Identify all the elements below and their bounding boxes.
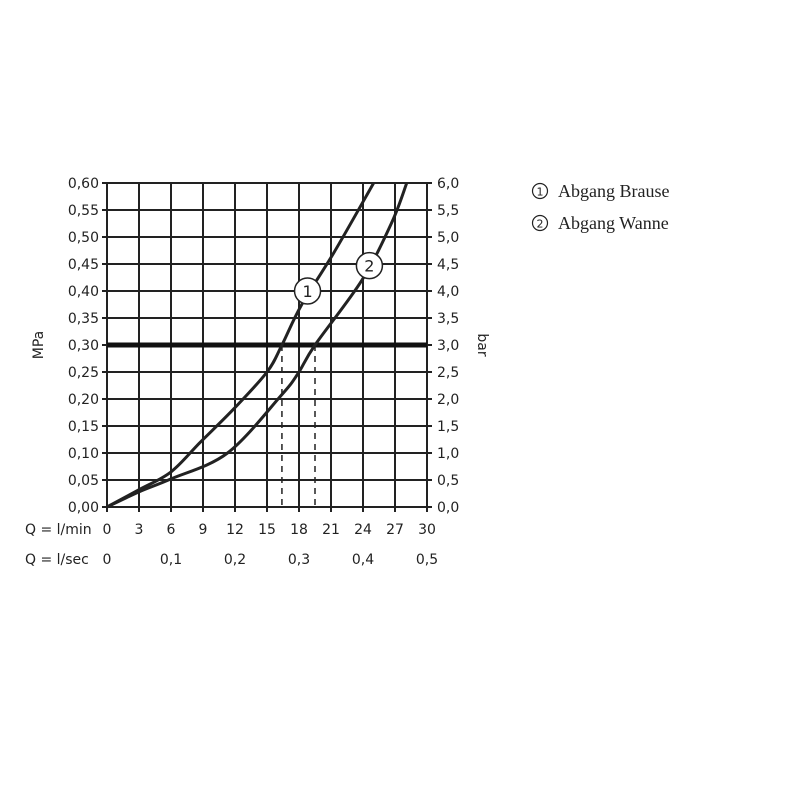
x-tick-label: 27 <box>386 522 404 538</box>
y-tick-label-secondary: 0,0 <box>437 500 459 516</box>
x-tick-label: 6 <box>167 522 176 538</box>
x-axis-label-secondary: Q = l/sec <box>25 552 89 568</box>
x-tick-label: 9 <box>199 522 208 538</box>
legend-marker-circle <box>531 182 549 200</box>
y-tick-label: 0,60 <box>68 176 99 192</box>
x-tick-label: 30 <box>418 522 436 538</box>
y-tick-label-secondary: 5,5 <box>437 203 459 219</box>
y-tick-label: 0,45 <box>68 257 99 273</box>
x-tick-label: 12 <box>226 522 244 538</box>
y-tick-label-secondary: 2,5 <box>437 365 459 381</box>
y-tick-label: 0,55 <box>68 203 99 219</box>
y-tick-label: 0,50 <box>68 230 99 246</box>
x-tick-label-secondary: 0,3 <box>288 552 310 568</box>
y-tick-label: 0,15 <box>68 419 99 435</box>
y-tick-label-secondary: 3,0 <box>437 338 459 354</box>
y-tick-label: 0,30 <box>68 338 99 354</box>
x-tick-label: 21 <box>322 522 340 538</box>
y-tick-label: 0,35 <box>68 311 99 327</box>
x-tick-label-secondary: 0,2 <box>224 552 246 568</box>
legend-marker: 1 <box>537 186 544 199</box>
legend-marker: 2 <box>537 218 544 231</box>
legend-entry: Abgang Wanne <box>558 213 669 233</box>
y-tick-label: 0,20 <box>68 392 99 408</box>
y-tick-label-secondary: 4,5 <box>437 257 459 273</box>
x-tick-label: 0 <box>103 522 112 538</box>
x-tick-label: 3 <box>135 522 144 538</box>
series-marker-label: 1 <box>302 282 312 301</box>
y-tick-label: 0,40 <box>68 284 99 300</box>
y-axis-label: MPa <box>31 331 47 359</box>
x-tick-label-secondary: 0,1 <box>160 552 182 568</box>
y-tick-label: 0,05 <box>68 473 99 489</box>
x-tick-label-secondary: 0 <box>103 552 112 568</box>
x-tick-label: 18 <box>290 522 308 538</box>
y-tick-label-secondary: 1,5 <box>437 419 459 435</box>
x-tick-label: 24 <box>354 522 372 538</box>
series-line-2 <box>106 182 409 509</box>
y-tick-label-secondary: 2,0 <box>437 392 459 408</box>
y-tick-label-secondary: 4,0 <box>437 284 459 300</box>
legend-marker-circle <box>531 214 549 232</box>
legend-entry: Abgang Brause <box>558 181 669 201</box>
y-tick-label-secondary: 3,5 <box>437 311 459 327</box>
y-tick-label: 0,00 <box>68 500 99 516</box>
x-tick-label-secondary: 0,5 <box>416 552 438 568</box>
y-tick-label: 0,25 <box>68 365 99 381</box>
series-marker-circle-1 <box>293 277 322 305</box>
series-marker-label: 2 <box>364 257 374 276</box>
series-marker-circle-2 <box>355 251 384 280</box>
y-tick-label-secondary: 6,0 <box>437 176 459 192</box>
y-tick-label: 0,10 <box>68 446 99 462</box>
x-tick-label-secondary: 0,4 <box>352 552 374 568</box>
y-tick-label-secondary: 0,5 <box>437 473 459 489</box>
y-tick-label-secondary: 1,0 <box>437 446 459 462</box>
x-tick-label: 15 <box>258 522 276 538</box>
y-axis-label-secondary: bar <box>474 333 490 356</box>
series-line-1 <box>106 182 375 509</box>
x-axis-label: Q = l/min <box>25 522 92 538</box>
y-tick-label-secondary: 5,0 <box>437 230 459 246</box>
